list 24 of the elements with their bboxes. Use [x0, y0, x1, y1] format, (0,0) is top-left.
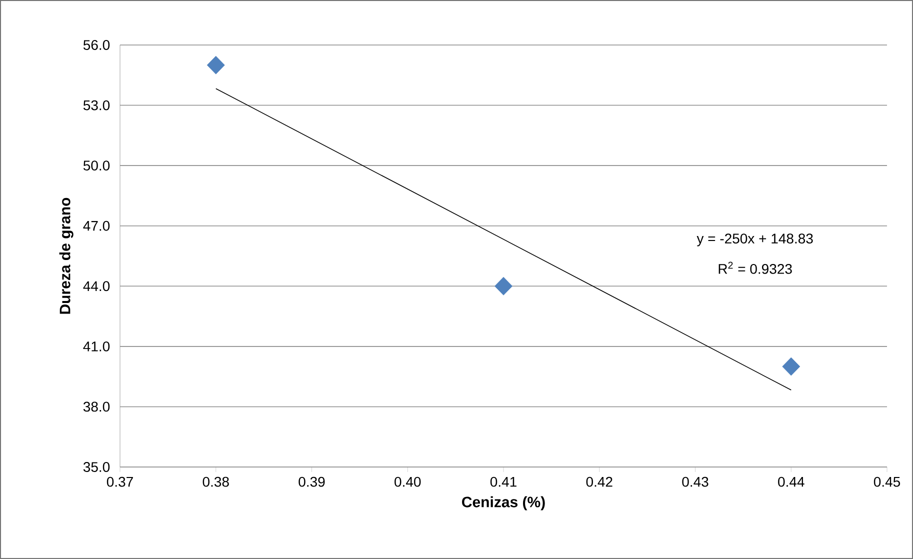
y-tick-label: 38.0 [83, 402, 110, 412]
x-tick-label: 0.40 [394, 476, 421, 487]
point [782, 357, 800, 376]
x-axis-title: Cenizas (%) [462, 496, 545, 510]
point [206, 56, 225, 74]
x-tick-label: 0.45 [874, 476, 900, 487]
x-tick-label: 0.38 [202, 476, 229, 487]
x-tick-label: 0.42 [586, 476, 612, 487]
y-axis-title: Dureza de grano [59, 198, 74, 314]
x-tick-label: 0.37 [106, 476, 133, 487]
annotation: R$^{2}$ = 0.9323 [718, 262, 792, 274]
x-tick-label: 0.44 [778, 476, 804, 487]
x-tick-label: 0.43 [682, 476, 708, 487]
x-tick-label: 0.39 [298, 476, 325, 487]
y-tick-label: 44.0 [83, 281, 110, 292]
y-tick-label: 53.0 [83, 100, 110, 110]
y-tick-label: 41.0 [83, 341, 110, 352]
y-tick-label: 35.0 [83, 462, 110, 472]
x-tick-label: 0.41 [490, 476, 516, 487]
annotation: y = -250x + 148.83 [696, 234, 813, 246]
y-tick-label: 56.0 [83, 40, 110, 50]
point [494, 276, 512, 296]
y-tick-label: 47.0 [83, 220, 110, 231]
y-tick-label: 50.0 [83, 160, 110, 171]
